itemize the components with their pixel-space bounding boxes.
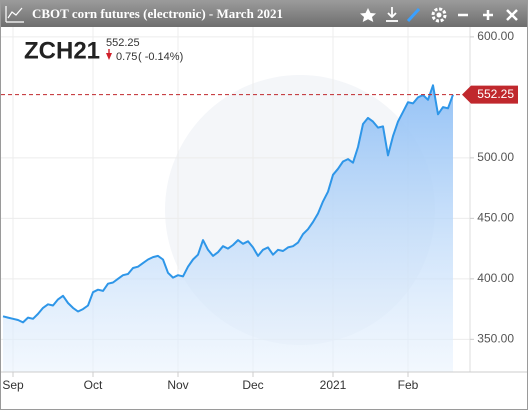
favorite-button[interactable] [360, 8, 376, 22]
y-tick-label: 500.00 [477, 150, 514, 164]
last-price-tag [462, 85, 518, 104]
last-price: 552.25 [106, 37, 140, 49]
maximize-button[interactable] [483, 10, 493, 20]
y-tick-label: 350.00 [477, 332, 514, 346]
y-tick-label: 450.00 [477, 211, 514, 225]
down-arrow-stem [108, 49, 110, 54]
chart-icon [5, 6, 24, 23]
draw-button[interactable] [406, 7, 421, 23]
area [3, 85, 453, 373]
x-tick-label: Dec [242, 378, 263, 392]
x-tick-label: Feb [398, 378, 419, 392]
chart-title: CBOT corn futures (electronic) - March 2… [32, 6, 283, 21]
symbol: ZCH21 [24, 37, 100, 64]
x-tick-label: 2021 [320, 378, 347, 392]
change-percent: ( -0.14%) [138, 51, 183, 63]
down-arrow [106, 53, 112, 60]
x-tick-label: Nov [167, 378, 188, 392]
download-button[interactable] [386, 7, 398, 22]
last-price-label: 552.25 [477, 87, 514, 101]
plot-area [1, 27, 470, 373]
toolbar [360, 7, 518, 23]
y-tick-label: 400.00 [477, 271, 514, 285]
price-line [2, 84, 454, 324]
settings-button[interactable] [431, 7, 447, 23]
change: 0.75 [116, 51, 137, 63]
close-button[interactable] [506, 9, 518, 21]
x-tick-label: Oct [84, 378, 103, 392]
y-tick-label: 600.00 [477, 29, 514, 43]
x-tick-label: Sep [2, 378, 24, 392]
